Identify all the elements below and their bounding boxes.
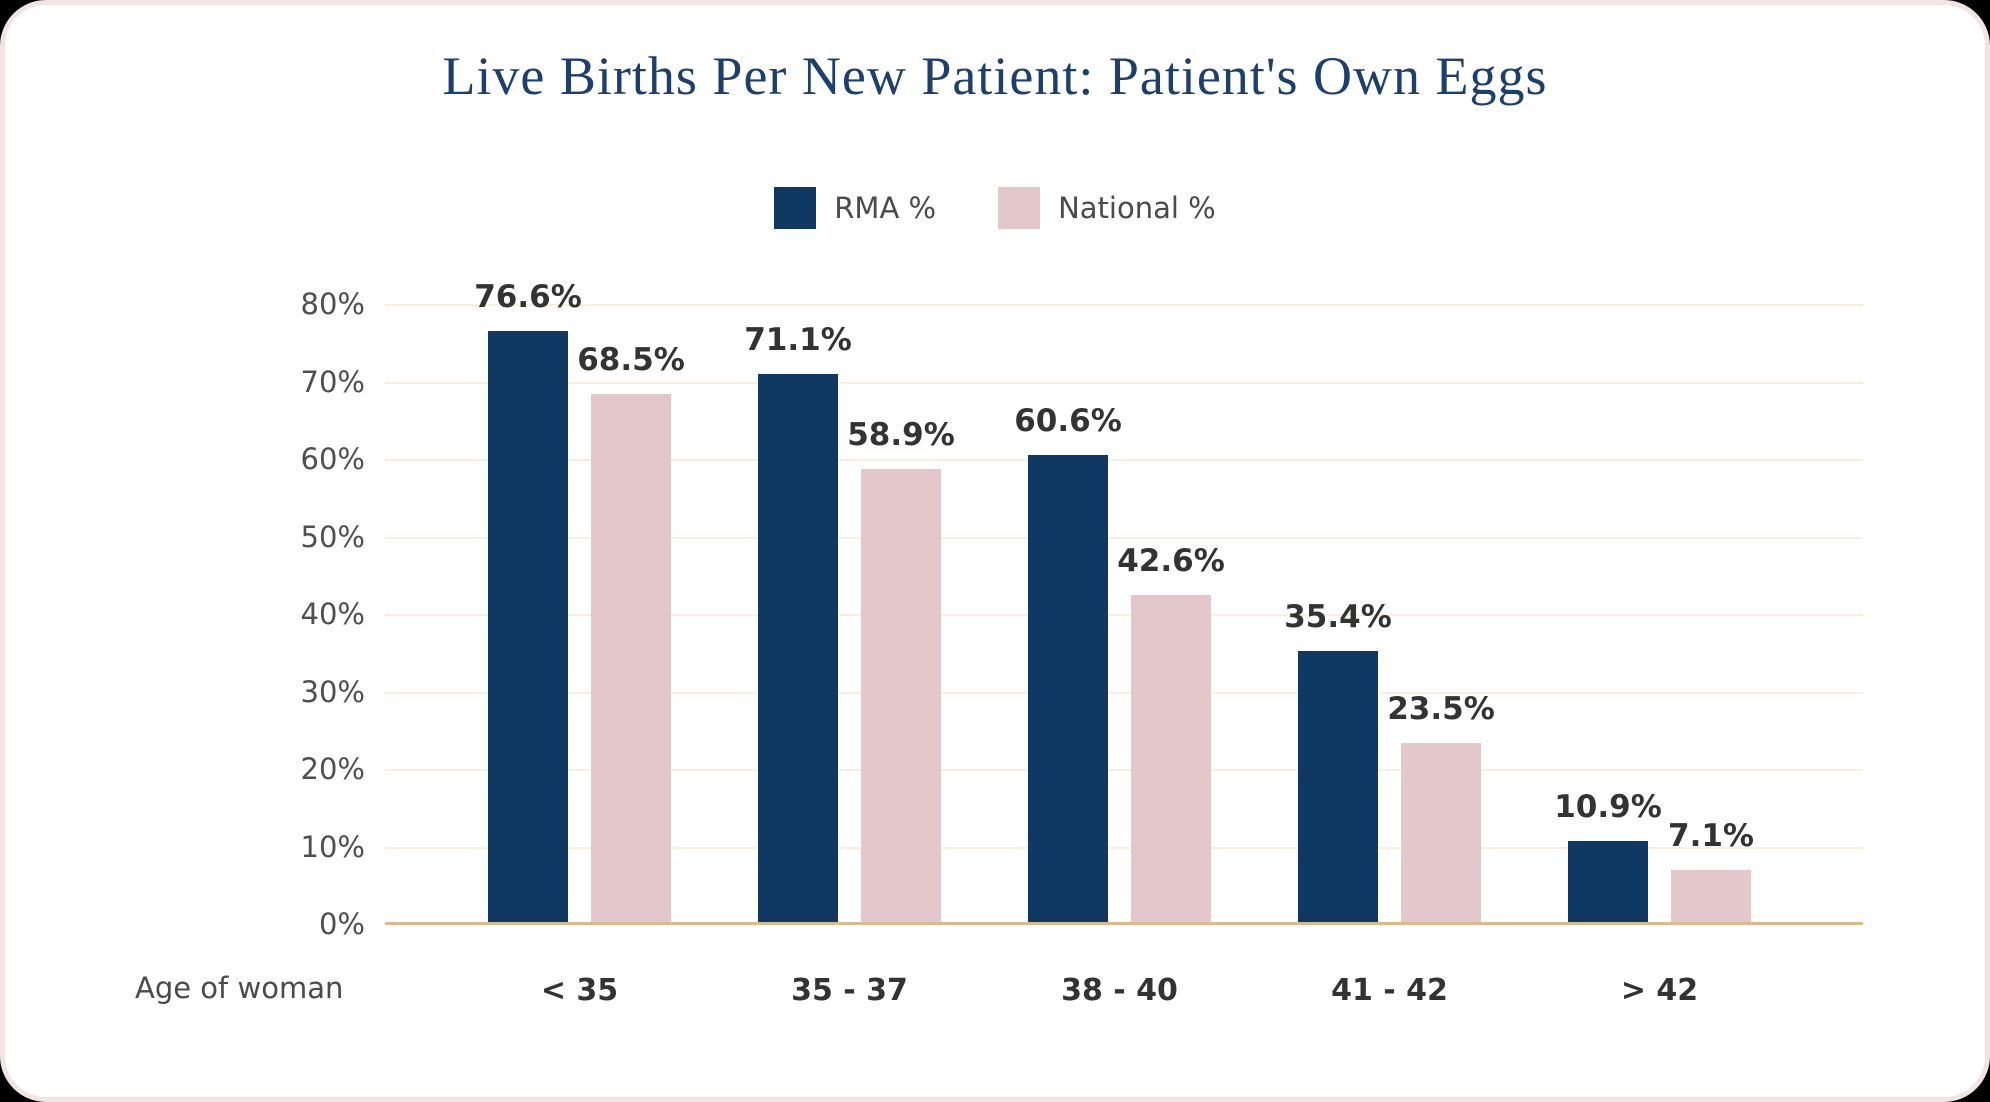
bar-value-label-national-0: 68.5%: [577, 342, 685, 379]
gridline: [385, 536, 1863, 539]
legend: RMA % National %: [5, 187, 1985, 229]
bar-rma-2: [1028, 455, 1108, 925]
legend-label: RMA %: [834, 191, 937, 225]
legend-label: National %: [1058, 191, 1216, 225]
chart-title: Live Births Per New Patient: Patient's O…: [442, 46, 1548, 106]
bar-national-0: [591, 394, 671, 925]
bar-rma-4: [1568, 840, 1648, 925]
y-axis-tick-label: 10%: [300, 829, 365, 864]
x-axis-category-label-3: 41 - 42: [1331, 973, 1448, 1008]
legend-swatch-icon: [774, 187, 817, 229]
y-axis-tick-label: 70%: [300, 364, 365, 399]
bar-value-label-rma-3: 35.4%: [1284, 598, 1392, 635]
x-axis-title: Age of woman: [135, 971, 344, 1005]
plot-area: 0% 10% 20% 30% 40% 50% 60% 70% 80% 76.6% 68.5% < 35…: [301, 279, 1863, 1008]
gridline: [385, 459, 1863, 461]
x-axis-category-label-0: < 35: [540, 973, 619, 1008]
x-axis-category-label-2: 38 - 40: [1061, 973, 1178, 1008]
bar-national-2: [1131, 594, 1211, 925]
gridline: [385, 691, 1863, 694]
bar-value-label-rma-0: 76.6%: [474, 279, 582, 316]
y-axis-tick-label: 0%: [318, 907, 365, 941]
gridline: [385, 614, 1863, 616]
bar-value-label-rma-2: 60.6%: [1014, 403, 1122, 440]
legend-item-rma: RMA %: [774, 187, 936, 229]
bar-value-label-rma-4: 10.9%: [1554, 788, 1662, 825]
y-axis-tick-label: 40%: [300, 597, 365, 631]
gridline: [385, 381, 1863, 384]
x-axis-category-label-4: > 42: [1620, 973, 1699, 1008]
y-axis-tick-label: 60%: [300, 442, 365, 476]
bar-national-1: [861, 468, 941, 925]
y-axis-tick-label: 20%: [300, 752, 365, 786]
y-axis-tick-label: 30%: [300, 674, 365, 709]
bar-national-4: [1671, 869, 1751, 925]
bar-national-3: [1401, 742, 1481, 925]
gridline: [385, 846, 1863, 849]
gridline: [385, 769, 1863, 771]
bar-value-label-rma-1: 71.1%: [744, 321, 852, 358]
gridline: [385, 304, 1863, 306]
legend-swatch-icon: [998, 187, 1041, 229]
y-axis-tick-label: 80%: [300, 287, 365, 321]
x-axis-baseline: [385, 922, 1863, 925]
bar-value-label-national-2: 42.6%: [1117, 542, 1225, 579]
bar-rma-3: [1298, 650, 1378, 925]
bar-rma-1: [758, 373, 838, 925]
legend-item-national: National %: [998, 187, 1216, 229]
bar-value-label-national-3: 23.5%: [1387, 690, 1495, 727]
x-axis-category-label-1: 35 - 37: [791, 973, 908, 1008]
bar-rma-0: [488, 331, 568, 925]
y-axis-tick-label: 50%: [300, 519, 365, 554]
bar-value-label-national-4: 7.1%: [1668, 817, 1754, 854]
bar-value-label-national-1: 58.9%: [847, 416, 955, 453]
